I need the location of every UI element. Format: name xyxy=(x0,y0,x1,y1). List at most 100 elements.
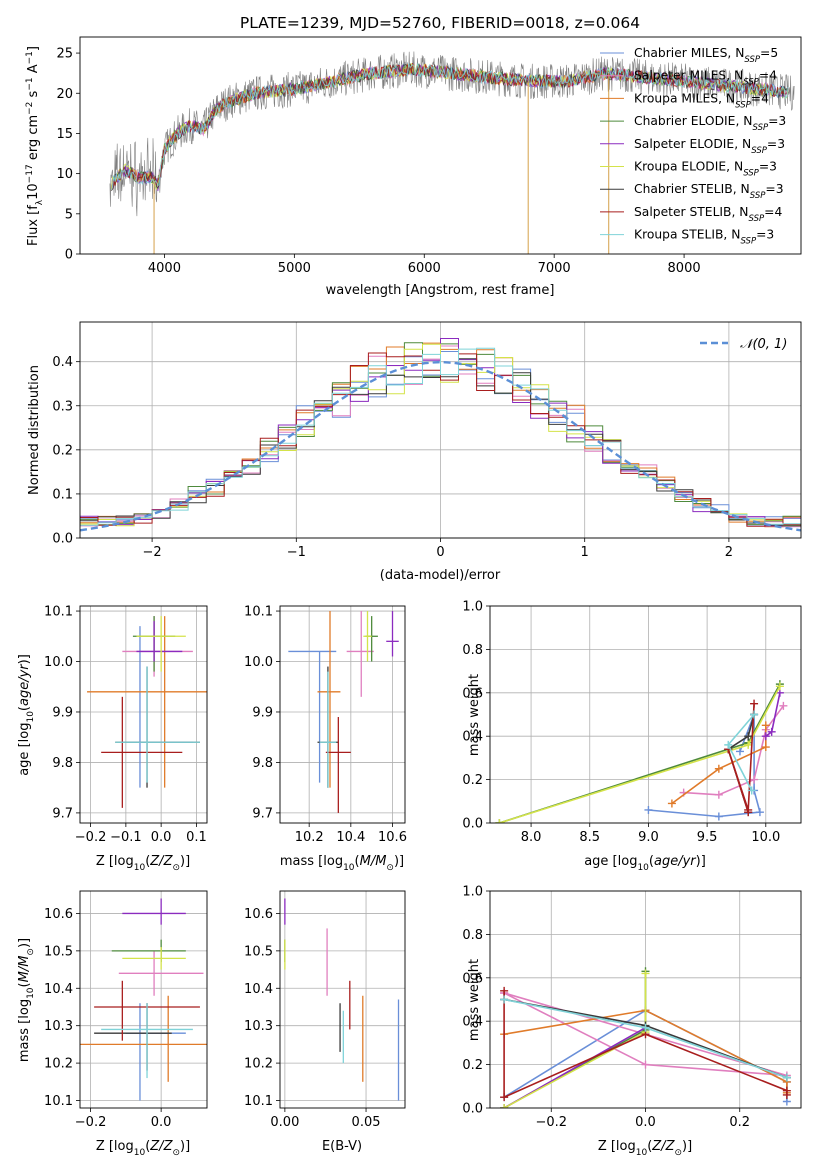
legend-n-value: 3 xyxy=(769,160,777,174)
plot-weight_vs_age: 8.0 8.5 9.0 9.5 10.0 0.0 0.2 0.4 0.6 0.8 1.0 xyxy=(462,600,802,845)
x-tick-label: 9.5 xyxy=(697,830,718,845)
legend-series-name: Salpeter MILES xyxy=(634,69,726,83)
weight-marker xyxy=(714,790,723,799)
legend-eq: = xyxy=(768,114,778,128)
x-axis-label: wavelength [Angstrom, rest frame] xyxy=(326,283,555,298)
weight-marker xyxy=(735,747,744,756)
axes-frame xyxy=(279,890,406,1109)
weight-marker xyxy=(500,986,509,995)
weight-series-line xyxy=(648,714,761,818)
legend-series-name: Chabrier STELIB xyxy=(634,182,733,196)
legend-n-value: 5 xyxy=(770,46,778,60)
y-tick-label: 25 xyxy=(56,47,73,62)
legend-n-sub: SSP xyxy=(749,214,765,224)
axes-frame xyxy=(79,321,802,539)
label-part: ( xyxy=(17,706,32,711)
y-tick-label: 10.6 xyxy=(44,907,73,922)
weight-marker xyxy=(747,786,756,795)
x-axis-label: age [log10(age/yr)] xyxy=(584,854,706,873)
legend-n-value: 3 xyxy=(766,228,774,242)
y-tick-label: 0.6 xyxy=(462,686,483,701)
x-tick-label: 5000 xyxy=(278,261,311,276)
y-tick-label: 9.7 xyxy=(252,806,273,821)
weight-marker xyxy=(641,969,650,978)
legend-entry: Chabrier ELODIE, NSSP=3 xyxy=(634,114,786,133)
x-axis-label: Z [log10(Z/Z⊙)] xyxy=(598,1139,692,1158)
label-part: Flux [f xyxy=(26,205,41,246)
label-part: −1 xyxy=(25,77,35,90)
label-part: mass [log xyxy=(280,854,343,869)
y-tick-label: 10.6 xyxy=(244,907,273,922)
y-tick-label: 0.4 xyxy=(462,730,483,745)
label-part: M/M xyxy=(360,854,387,869)
weight-marker xyxy=(779,701,788,710)
legend-eq: = xyxy=(760,46,770,60)
weight-marker xyxy=(755,808,764,817)
weight-marker xyxy=(775,682,784,691)
y-tick-label: 9.9 xyxy=(52,705,73,720)
legend-n-prefix: , N xyxy=(735,114,752,128)
plot-area xyxy=(284,898,400,1101)
x-tick-label: 0.0 xyxy=(635,1115,656,1130)
x-tick-label: 8000 xyxy=(668,261,701,276)
legend-eq: = xyxy=(759,69,769,83)
legend-n-prefix: , N xyxy=(733,182,750,196)
legend-eq: = xyxy=(765,182,775,196)
y-tick-label: 9.8 xyxy=(252,756,273,771)
label-part: ⊙ xyxy=(172,1148,180,1158)
label-part: )] xyxy=(17,938,32,948)
weight-marker xyxy=(782,1090,791,1099)
chart-title: PLATE=1239, MJD=52760, FIBERID=0018, z=0… xyxy=(240,14,640,32)
x-tick-label: −1 xyxy=(287,545,306,560)
plot-age_vs_mass: 10.2 10.4 10.6 9.7 9.8 9.9 10.0 10.1 xyxy=(244,605,407,845)
x-tick-label: 10.0 xyxy=(751,830,780,845)
y-tick-label: 10.5 xyxy=(244,944,273,959)
legend-n-value: 3 xyxy=(776,182,784,196)
label-part: 10 xyxy=(343,863,355,873)
weight-marker xyxy=(724,740,733,749)
y-tick-label: 0.6 xyxy=(462,971,483,986)
label-part: Z/Z xyxy=(149,1139,173,1154)
legend-n-sub: SSP xyxy=(740,237,756,247)
legend-entry: Salpeter STELIB, NSSP=4 xyxy=(634,205,782,224)
x-tick-label: 0.00 xyxy=(270,1115,299,1130)
legend-n-prefix: , N xyxy=(726,69,743,83)
label-part: )] xyxy=(180,854,190,869)
legend-entry: Salpeter MILES, NSSP=4 xyxy=(634,69,777,88)
x-tick-label: 2 xyxy=(725,545,733,560)
plot-area xyxy=(87,616,207,808)
x-tick-label: −0.2 xyxy=(535,1115,567,1130)
legend-n-prefix: , N xyxy=(731,205,748,219)
weight-marker xyxy=(500,1104,509,1108)
weight-marker xyxy=(761,721,770,730)
y-tick-label: 10.2 xyxy=(244,1057,273,1072)
x-tick-label: 7000 xyxy=(538,261,571,276)
legend-entry: 𝒩(0, 1) xyxy=(740,337,787,352)
y-tick-label: 9.8 xyxy=(52,756,73,771)
y-tick-label: 10.3 xyxy=(244,1019,273,1034)
legend-n-prefix: , N xyxy=(734,137,751,151)
legend-eq: = xyxy=(764,205,774,219)
plot-mass_vs_ebv: 0.00 0.05 10.1 10.2 10.3 10.4 10.5 10.6 xyxy=(244,890,406,1130)
label-part: Z/Z xyxy=(149,854,173,869)
label-part: )] xyxy=(180,1139,190,1154)
label-part: age [log xyxy=(17,723,32,776)
model-spectrum xyxy=(110,62,789,191)
y-tick-label: 0.2 xyxy=(52,443,73,458)
x-tick-label: 0.2 xyxy=(729,1115,750,1130)
y-tick-label: 0.0 xyxy=(462,817,483,832)
plot-area xyxy=(500,967,791,1108)
label-part: 10 xyxy=(637,863,649,873)
y-axis-label: age [log10(age/yr)] xyxy=(17,654,36,776)
x-tick-label: 0.0 xyxy=(151,1115,172,1130)
label-part: erg cm xyxy=(26,115,41,164)
label-part: −17 xyxy=(25,164,35,183)
label-part: ( xyxy=(17,982,32,987)
label-part: 10 xyxy=(636,1148,648,1158)
x-tick-label: 0.0 xyxy=(151,830,172,845)
x-tick-label: 4000 xyxy=(148,261,181,276)
legend-entry: Chabrier STELIB, NSSP=3 xyxy=(634,182,784,201)
y-axis-label: Normed distribution xyxy=(27,365,42,495)
label-part: )] xyxy=(682,1139,692,1154)
weight-marker xyxy=(744,740,753,749)
